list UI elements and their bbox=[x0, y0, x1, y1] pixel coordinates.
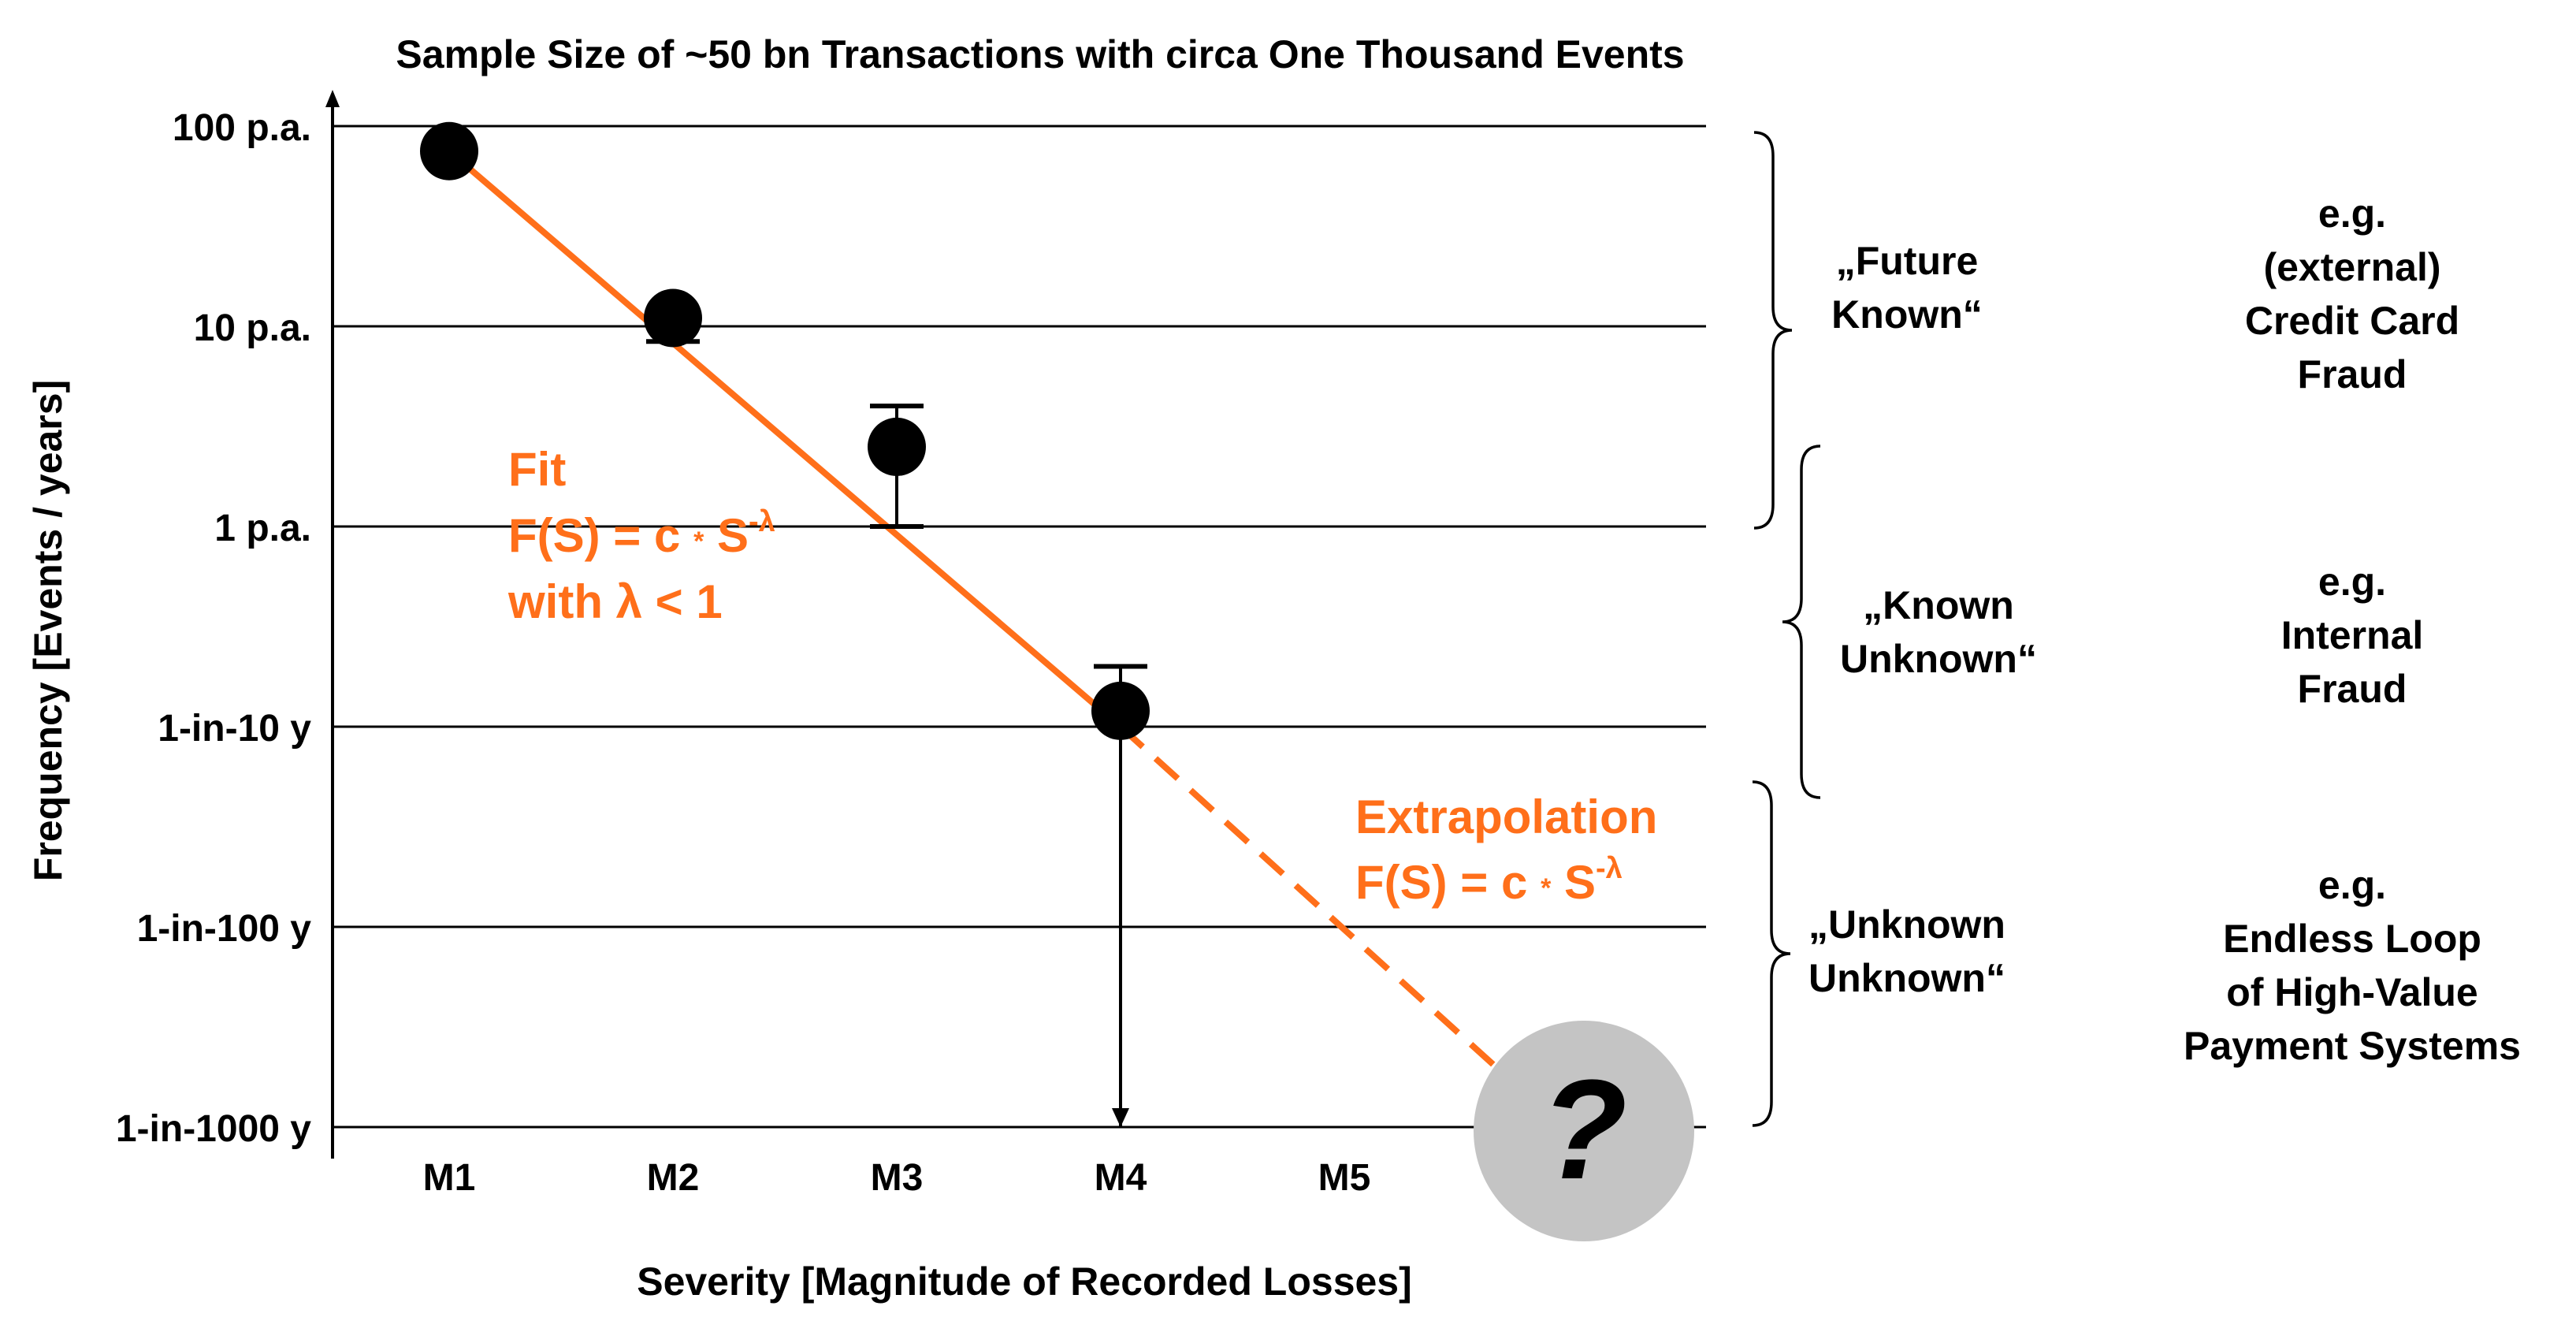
data-point-M3 bbox=[868, 417, 926, 476]
gridlines bbox=[333, 125, 1706, 1129]
fit-condition: with λ < 1 bbox=[507, 575, 723, 628]
unknown-circle bbox=[1474, 1021, 1694, 1241]
y-tick-label: 1-in-100 y bbox=[137, 908, 312, 950]
x-tick-label: M1 bbox=[423, 1157, 476, 1199]
x-tick-label: M4 bbox=[1095, 1157, 1147, 1199]
data-point-M4 bbox=[1091, 681, 1150, 740]
region-label-1: „Known Unknown“ bbox=[1840, 583, 2037, 681]
x-tick-label: M2 bbox=[647, 1157, 700, 1199]
chart-title: Sample Size of ~50 bn Transactions with … bbox=[396, 32, 1684, 76]
y-tick-label: 10 p.a. bbox=[194, 307, 311, 349]
brace-unknown-unknown bbox=[1752, 780, 1791, 1127]
y-axis-arrowhead bbox=[325, 90, 340, 107]
fit-line bbox=[447, 148, 1123, 730]
extrapolation-formula: F(S) = c * S-λ bbox=[1355, 852, 1623, 909]
y-tick-label: 1-in-10 y bbox=[158, 708, 311, 750]
brace-future-known bbox=[1753, 131, 1793, 530]
unknown-question-mark: ? bbox=[1541, 1051, 1627, 1209]
y-tick-labels: 100 p.a. 10 p.a. 1 p.a. 1-in-10 y 1-in-100 y… bbox=[116, 107, 311, 1150]
y-tick-label: 1 p.a. bbox=[214, 508, 311, 549]
region-example-2: e.g. Endless Loop of High-Value Payment Sys… bbox=[2184, 863, 2521, 1068]
annotations: ? Fit F(S) = c * S-λ with λ < 1 Extrapolatio… bbox=[507, 443, 1694, 1241]
fit-lines bbox=[447, 148, 1526, 1095]
extrapolation-line bbox=[1118, 724, 1526, 1095]
y-tick-label: 100 p.a. bbox=[173, 107, 311, 149]
fit-formula: F(S) = c * S-λ bbox=[508, 505, 775, 562]
region-example-1: e.g. Internal Fraud bbox=[2281, 560, 2424, 711]
y-axis-label: Frequency [Events / years] bbox=[26, 380, 70, 881]
data-points bbox=[420, 121, 1150, 1127]
y-tick-label: 1-in-1000 y bbox=[116, 1108, 311, 1150]
x-tick-label: M5 bbox=[1318, 1157, 1371, 1199]
fit-title: Fit bbox=[508, 443, 566, 496]
brace-known-unknown bbox=[1782, 445, 1821, 799]
region-label-2: „Unknown Unknown“ bbox=[1808, 902, 2005, 1000]
data-point-M1 bbox=[420, 121, 478, 180]
extrapolation-title: Extrapolation bbox=[1355, 791, 1657, 843]
region-example-0: e.g. (external) Credit Card Fraud bbox=[2245, 192, 2459, 396]
x-tick-label: M3 bbox=[871, 1157, 924, 1199]
region-label-0: „Future Known“ bbox=[1831, 239, 1983, 337]
x-tick-labels: M1 M2 M3 M4 M5 bbox=[423, 1157, 1371, 1199]
axes bbox=[325, 90, 340, 1159]
region-labels: „Future Known“ e.g. (external) Credit Card Fr… bbox=[1752, 131, 2521, 1127]
error-arrowhead-M4 bbox=[1112, 1108, 1129, 1127]
data-point-M2 bbox=[644, 288, 702, 348]
x-axis-label: Severity [Magnitude of Recorded Losses] bbox=[637, 1259, 1412, 1304]
